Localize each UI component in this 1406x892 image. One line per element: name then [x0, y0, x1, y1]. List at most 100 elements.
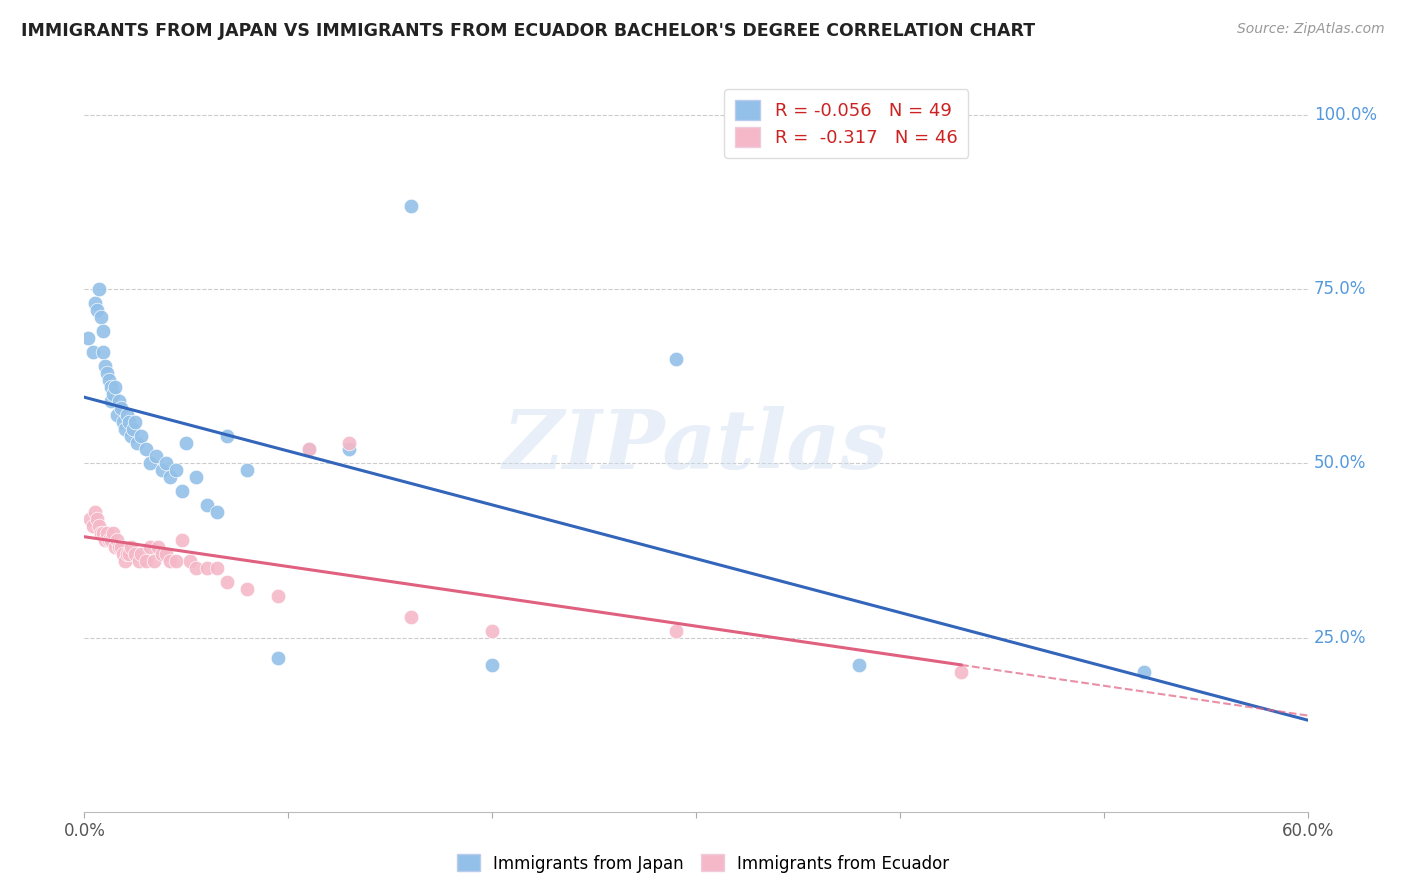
Point	[205, 505, 228, 519]
Point	[665, 624, 688, 638]
Point	[195, 498, 218, 512]
Point	[87, 282, 110, 296]
Point	[82, 519, 104, 533]
Point	[127, 435, 149, 450]
Point	[150, 547, 173, 561]
Point	[481, 624, 503, 638]
Point	[108, 540, 131, 554]
Point	[90, 310, 112, 325]
Text: 25.0%: 25.0%	[1313, 629, 1367, 647]
Point	[112, 415, 135, 429]
Point	[105, 408, 128, 422]
Point	[100, 533, 122, 547]
Point	[101, 526, 124, 541]
Text: IMMIGRANTS FROM JAPAN VS IMMIGRANTS FROM ECUADOR BACHELOR'S DEGREE CORRELATION C: IMMIGRANTS FROM JAPAN VS IMMIGRANTS FROM…	[21, 22, 1035, 40]
Point	[159, 470, 181, 484]
Point	[131, 547, 153, 561]
Point	[665, 351, 688, 366]
Point	[115, 408, 138, 422]
Point	[118, 415, 141, 429]
Point	[110, 540, 132, 554]
Point	[174, 435, 197, 450]
Point	[138, 457, 160, 471]
Point	[86, 512, 108, 526]
Point	[122, 421, 145, 435]
Point	[1133, 665, 1156, 680]
Point	[159, 554, 181, 568]
Point	[118, 547, 141, 561]
Point	[114, 421, 136, 435]
Point	[267, 651, 290, 665]
Point	[96, 526, 118, 541]
Point	[848, 658, 870, 673]
Point	[120, 540, 142, 554]
Point	[236, 582, 259, 596]
Point	[399, 609, 422, 624]
Point	[135, 554, 157, 568]
Text: Source: ZipAtlas.com: Source: ZipAtlas.com	[1237, 22, 1385, 37]
Point	[97, 373, 120, 387]
Point	[150, 463, 173, 477]
Point	[339, 435, 361, 450]
Point	[267, 589, 290, 603]
Point	[79, 512, 101, 526]
Point	[217, 428, 239, 442]
Point	[142, 554, 165, 568]
Point	[96, 366, 118, 380]
Point	[83, 296, 105, 310]
Text: ZIPatlas: ZIPatlas	[503, 406, 889, 486]
Point	[100, 393, 122, 408]
Text: 50.0%: 50.0%	[1313, 454, 1367, 473]
Point	[108, 393, 131, 408]
Point	[93, 359, 115, 373]
Point	[101, 386, 124, 401]
Point	[110, 401, 132, 415]
Point	[105, 533, 128, 547]
Point	[298, 442, 321, 457]
Point	[155, 457, 177, 471]
Point	[131, 428, 153, 442]
Point	[115, 547, 138, 561]
Legend: Immigrants from Japan, Immigrants from Ecuador: Immigrants from Japan, Immigrants from E…	[450, 847, 956, 880]
Point	[104, 380, 127, 394]
Point	[298, 442, 321, 457]
Point	[172, 484, 194, 499]
Point	[100, 380, 122, 394]
Point	[93, 533, 115, 547]
Point	[179, 554, 201, 568]
Point	[399, 199, 422, 213]
Point	[83, 505, 105, 519]
Point	[205, 561, 228, 575]
Point	[195, 561, 218, 575]
Text: 75.0%: 75.0%	[1313, 280, 1367, 298]
Point	[91, 324, 114, 338]
Point	[165, 463, 187, 477]
Point	[120, 428, 142, 442]
Point	[124, 547, 146, 561]
Point	[146, 540, 169, 554]
Point	[82, 345, 104, 359]
Point	[217, 574, 239, 589]
Point	[128, 554, 150, 568]
Point	[339, 442, 361, 457]
Point	[145, 450, 167, 464]
Point	[172, 533, 194, 547]
Point	[165, 554, 187, 568]
Point	[97, 533, 120, 547]
Point	[91, 345, 114, 359]
Point	[135, 442, 157, 457]
Point	[236, 463, 259, 477]
Point	[138, 540, 160, 554]
Point	[950, 665, 973, 680]
Point	[186, 561, 208, 575]
Legend: R = -0.056   N = 49, R =  -0.317   N = 46: R = -0.056 N = 49, R = -0.317 N = 46	[724, 89, 969, 158]
Point	[481, 658, 503, 673]
Text: 100.0%: 100.0%	[1313, 106, 1376, 124]
Point	[112, 547, 135, 561]
Point	[104, 540, 127, 554]
Point	[155, 547, 177, 561]
Point	[186, 470, 208, 484]
Point	[91, 526, 114, 541]
Point	[90, 526, 112, 541]
Point	[77, 331, 100, 345]
